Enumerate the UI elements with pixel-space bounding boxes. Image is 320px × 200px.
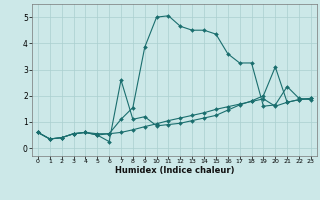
X-axis label: Humidex (Indice chaleur): Humidex (Indice chaleur) — [115, 166, 234, 175]
